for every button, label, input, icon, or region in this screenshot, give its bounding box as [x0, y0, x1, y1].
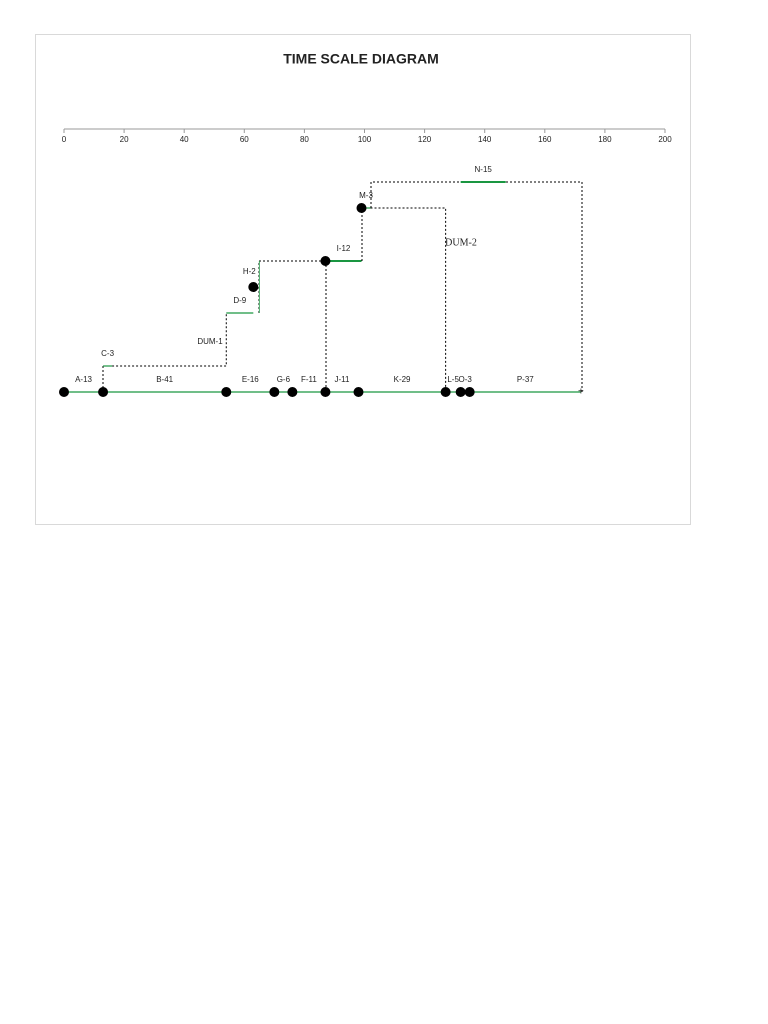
- activity-label: N-15: [475, 165, 493, 174]
- node: [98, 387, 109, 397]
- node: [59, 387, 69, 397]
- activity-label: J-11: [334, 375, 350, 384]
- chart-title: TIME SCALE DIAGRAM: [283, 51, 439, 67]
- dummy-label: DUM-1: [197, 337, 223, 346]
- activity-label: F-11: [301, 375, 317, 384]
- end-marker: +: [578, 387, 584, 398]
- node: [248, 282, 259, 292]
- activity-label: E-16: [242, 375, 259, 384]
- activity-label: I-12: [337, 244, 351, 253]
- node: [455, 387, 466, 397]
- activity-label: H-2: [243, 267, 256, 276]
- activity-label: L-5: [447, 375, 459, 384]
- node: [320, 387, 331, 397]
- x-tick-label: 20: [120, 135, 129, 144]
- node: [269, 387, 280, 397]
- x-tick-label: 100: [358, 135, 372, 144]
- node: [464, 387, 475, 397]
- x-tick-label: 60: [240, 135, 249, 144]
- activity-label: D-9: [233, 296, 246, 305]
- node: [287, 387, 298, 397]
- dummy: [112, 313, 227, 367]
- x-tick-label: 160: [538, 135, 552, 144]
- node: [356, 203, 367, 213]
- x-tick-label: 200: [658, 135, 672, 144]
- dummy: [370, 207, 447, 392]
- x-tick-label: 120: [418, 135, 432, 144]
- x-tick-label: 80: [300, 135, 309, 144]
- x-tick-label: 40: [180, 135, 189, 144]
- activity-label: B-41: [156, 375, 173, 384]
- activity-label: G-6: [277, 375, 291, 384]
- activity-label: A-13: [75, 375, 92, 384]
- x-tick-label: 0: [62, 135, 67, 144]
- x-tick-label: 140: [478, 135, 492, 144]
- activity-label: O-3: [458, 375, 472, 384]
- node: [440, 387, 451, 397]
- activity-label: K-29: [394, 375, 411, 384]
- node: [353, 387, 364, 397]
- dummy-label: DUM-2: [445, 237, 477, 248]
- chart-frame: [35, 34, 691, 525]
- activity-label: M-3: [359, 191, 373, 200]
- node: [221, 387, 232, 397]
- node: [320, 256, 331, 266]
- activity-label: C-3: [101, 349, 114, 358]
- activity-label: P-37: [517, 375, 534, 384]
- x-tick-label: 180: [598, 135, 612, 144]
